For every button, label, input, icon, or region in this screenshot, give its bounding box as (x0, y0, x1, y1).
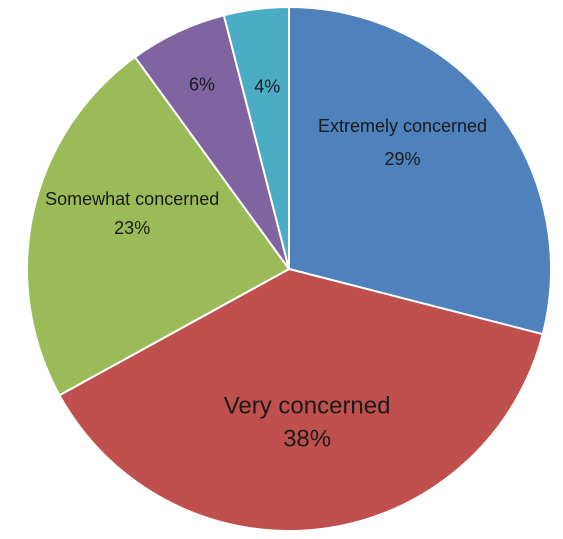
pie-label-slice-4: 6% (189, 74, 215, 94)
pie-label-slice-5: 4% (254, 77, 280, 97)
pie-label-extremely-concerned: Extremely concerned 29% (318, 116, 487, 169)
pie-label-somewhat-concerned: Somewhat concerned 23% (45, 189, 219, 238)
pie-slice-extremely-concerned (288, 5, 553, 336)
pie-value-label: 4% (254, 77, 280, 97)
pie-slice-slice-5 (222, 5, 290, 270)
pie-label-very-concerned: Very concerned 38% (224, 393, 391, 453)
pie-value-label: 6% (189, 74, 215, 94)
pie-slice-somewhat-concerned (26, 55, 291, 397)
pie-value-label: 23% (114, 218, 150, 238)
pie-value-label: 29% (384, 149, 420, 169)
pie-slices (26, 5, 553, 532)
pie-category-label: Extremely concerned (318, 116, 487, 136)
pie-labels: Extremely concerned 29% Very concerned 38% S… (45, 74, 487, 452)
pie-slice-very-concerned (58, 267, 544, 532)
pie-category-label: Very concerned (224, 393, 391, 420)
pie-category-label: Somewhat concerned (45, 189, 219, 209)
pie-value-label: 38% (283, 426, 331, 453)
